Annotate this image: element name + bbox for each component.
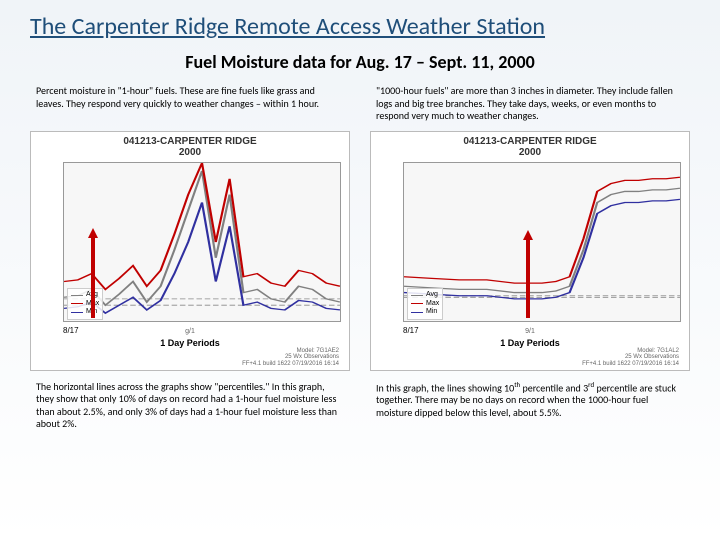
page-title: The Carpenter Ridge Remote Access Weathe… xyxy=(30,12,690,41)
subtitle: Fuel Moisture data for Aug. 17 – Sept. 1… xyxy=(30,51,690,73)
left-caption: The horizontal lines across the graphs s… xyxy=(30,371,350,431)
description-row: Percent moisture in "1-hour" fuels. Thes… xyxy=(30,85,690,131)
chart-footer: Model: 7G1AL2 25 Wx Observations FF+4.1 … xyxy=(582,348,679,368)
red-arrow-head xyxy=(88,228,98,238)
chart-year: 2000 xyxy=(371,147,689,158)
legend-max: Max xyxy=(426,300,439,308)
plot-area xyxy=(63,162,341,322)
right-caption: In this graph, the lines showing 10th pe… xyxy=(370,371,690,420)
chart-title: 041213-CARPENTER RIDGE xyxy=(31,132,349,147)
left-chart: 041213-CARPENTER RIDGE 2000 1-Hour Fuel … xyxy=(30,131,350,371)
x-axis-label: 1 Day Periods xyxy=(160,338,220,348)
red-arrow xyxy=(91,238,95,318)
x-start-date: 8/17 xyxy=(63,326,79,335)
x-mid-label: g/1 xyxy=(185,328,195,335)
caption-row: The horizontal lines across the graphs s… xyxy=(30,371,690,431)
x-mid-label: 9/1 xyxy=(525,328,535,335)
legend-avg: Avg xyxy=(426,291,438,299)
chart-title: 041213-CARPENTER RIDGE xyxy=(371,132,689,147)
charts-row: 041213-CARPENTER RIDGE 2000 1-Hour Fuel … xyxy=(30,131,690,371)
legend: Avg Max Min xyxy=(407,288,443,319)
right-chart: 041213-CARPENTER RIDGE 2000 1000-Hour Fu… xyxy=(370,131,690,371)
plot-area xyxy=(403,162,681,322)
red-arrow-head xyxy=(523,230,533,240)
x-start-date: 8/17 xyxy=(403,326,419,335)
legend: Avg Max Min xyxy=(67,288,103,319)
right-description: "1000-hour fuels" are more than 3 inches… xyxy=(370,85,690,131)
x-axis-label: 1 Day Periods xyxy=(500,338,560,348)
legend-min: Min xyxy=(426,308,437,316)
left-description: Percent moisture in "1-hour" fuels. Thes… xyxy=(30,85,350,118)
red-arrow xyxy=(526,240,530,318)
chart-year: 2000 xyxy=(31,147,349,158)
chart-footer: Model: 7G1AE2 25 Wx Observations FF+4.1 … xyxy=(242,348,339,368)
